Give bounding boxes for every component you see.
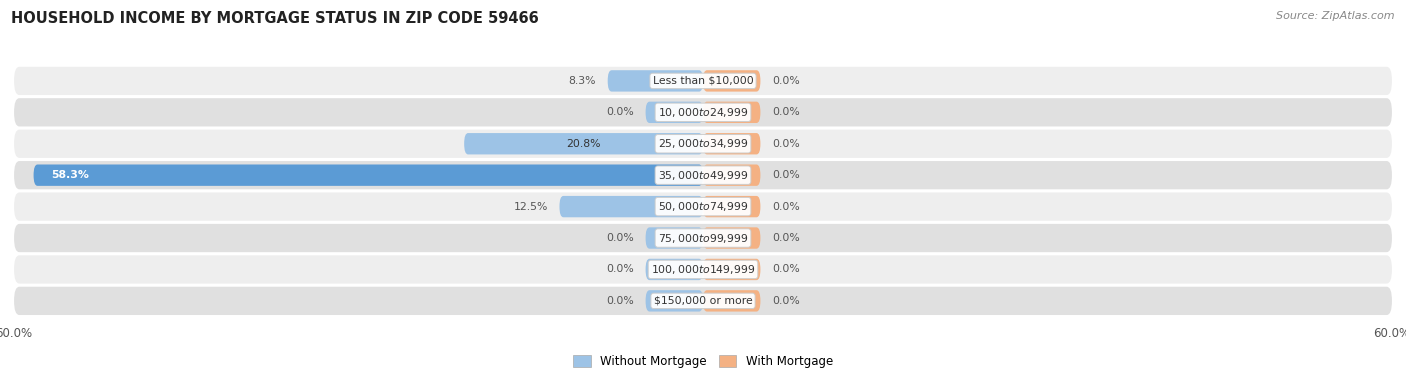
FancyBboxPatch shape: [703, 259, 761, 280]
Text: $50,000 to $74,999: $50,000 to $74,999: [658, 200, 748, 213]
Text: 0.0%: 0.0%: [772, 201, 800, 212]
Text: 0.0%: 0.0%: [606, 107, 634, 117]
Text: 0.0%: 0.0%: [772, 139, 800, 149]
Text: 0.0%: 0.0%: [772, 296, 800, 306]
Text: 12.5%: 12.5%: [513, 201, 548, 212]
Text: 0.0%: 0.0%: [772, 107, 800, 117]
Text: 0.0%: 0.0%: [772, 233, 800, 243]
Text: $75,000 to $99,999: $75,000 to $99,999: [658, 232, 748, 245]
FancyBboxPatch shape: [607, 70, 703, 91]
Text: 20.8%: 20.8%: [567, 139, 600, 149]
Text: HOUSEHOLD INCOME BY MORTGAGE STATUS IN ZIP CODE 59466: HOUSEHOLD INCOME BY MORTGAGE STATUS IN Z…: [11, 11, 538, 26]
FancyBboxPatch shape: [645, 259, 703, 280]
Text: 0.0%: 0.0%: [606, 265, 634, 274]
Text: 0.0%: 0.0%: [772, 76, 800, 86]
Text: 0.0%: 0.0%: [772, 170, 800, 180]
FancyBboxPatch shape: [14, 98, 1392, 127]
FancyBboxPatch shape: [14, 287, 1392, 315]
FancyBboxPatch shape: [645, 227, 703, 249]
FancyBboxPatch shape: [14, 192, 1392, 221]
FancyBboxPatch shape: [464, 133, 703, 155]
FancyBboxPatch shape: [703, 133, 761, 155]
Text: $10,000 to $24,999: $10,000 to $24,999: [658, 106, 748, 119]
FancyBboxPatch shape: [14, 224, 1392, 252]
FancyBboxPatch shape: [14, 255, 1392, 284]
FancyBboxPatch shape: [14, 67, 1392, 95]
FancyBboxPatch shape: [645, 290, 703, 311]
Text: 0.0%: 0.0%: [772, 265, 800, 274]
FancyBboxPatch shape: [703, 227, 761, 249]
FancyBboxPatch shape: [703, 102, 761, 123]
FancyBboxPatch shape: [14, 130, 1392, 158]
Text: Source: ZipAtlas.com: Source: ZipAtlas.com: [1277, 11, 1395, 21]
Text: $35,000 to $49,999: $35,000 to $49,999: [658, 169, 748, 182]
FancyBboxPatch shape: [645, 102, 703, 123]
Text: 0.0%: 0.0%: [606, 296, 634, 306]
FancyBboxPatch shape: [703, 196, 761, 217]
Text: 0.0%: 0.0%: [606, 233, 634, 243]
Text: $100,000 to $149,999: $100,000 to $149,999: [651, 263, 755, 276]
Text: 58.3%: 58.3%: [51, 170, 89, 180]
Text: 8.3%: 8.3%: [568, 76, 596, 86]
Text: $150,000 or more: $150,000 or more: [654, 296, 752, 306]
FancyBboxPatch shape: [34, 164, 703, 186]
FancyBboxPatch shape: [703, 164, 761, 186]
Legend: Without Mortgage, With Mortgage: Without Mortgage, With Mortgage: [568, 350, 838, 373]
FancyBboxPatch shape: [703, 70, 761, 91]
Text: $25,000 to $34,999: $25,000 to $34,999: [658, 137, 748, 150]
Text: Less than $10,000: Less than $10,000: [652, 76, 754, 86]
FancyBboxPatch shape: [14, 161, 1392, 189]
FancyBboxPatch shape: [703, 290, 761, 311]
FancyBboxPatch shape: [560, 196, 703, 217]
